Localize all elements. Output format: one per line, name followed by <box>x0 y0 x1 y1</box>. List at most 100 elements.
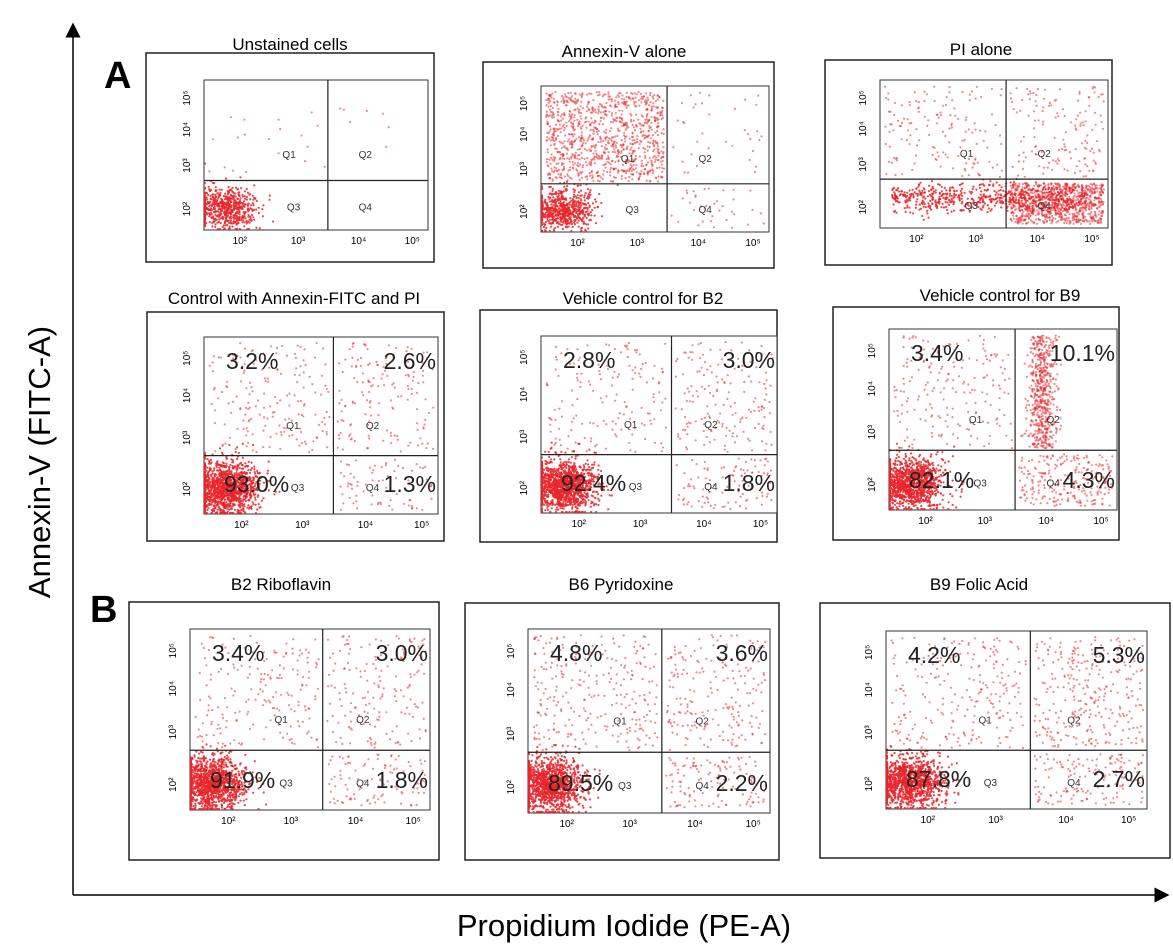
data-point <box>569 209 572 212</box>
data-point <box>1080 142 1084 145</box>
data-point <box>247 460 250 463</box>
data-point <box>578 178 581 181</box>
data-point <box>901 190 904 193</box>
data-point <box>966 197 969 200</box>
data-point <box>949 186 952 189</box>
data-point <box>917 185 920 188</box>
data-point <box>995 181 998 184</box>
panel-title: Control with Annexin-FITC and PI <box>168 289 420 308</box>
data-point <box>236 203 239 206</box>
data-point <box>1050 168 1054 171</box>
data-point <box>918 139 921 142</box>
data-point <box>624 135 627 138</box>
data-point <box>652 105 655 108</box>
data-point <box>1093 214 1096 217</box>
y-tick-label: 10³ <box>519 161 530 176</box>
data-point <box>1075 221 1078 224</box>
data-point <box>540 229 544 233</box>
data-point <box>560 94 564 98</box>
data-point <box>223 210 227 213</box>
data-point <box>1071 205 1074 208</box>
data-point <box>994 193 997 196</box>
data-point <box>700 102 704 105</box>
data-point <box>651 168 654 171</box>
data-point <box>557 221 560 224</box>
data-point <box>217 195 220 198</box>
data-point <box>616 127 620 130</box>
data-point <box>596 133 599 136</box>
data-point <box>989 180 992 183</box>
data-point <box>762 222 765 225</box>
data-point <box>612 136 615 139</box>
data-point <box>310 111 313 114</box>
data-point <box>548 200 552 203</box>
data-point <box>559 223 562 226</box>
data-point <box>1056 193 1060 196</box>
data-point <box>888 145 891 148</box>
data-point <box>578 147 582 150</box>
data-point <box>593 206 596 209</box>
data-point <box>583 199 586 202</box>
data-point <box>237 503 240 506</box>
data-point <box>576 107 579 110</box>
data-point <box>1020 191 1023 194</box>
data-point <box>235 215 238 218</box>
data-point <box>249 198 252 201</box>
data-point <box>1040 197 1044 200</box>
data-point <box>236 446 239 449</box>
data-point <box>205 196 208 199</box>
x-tick-label: 10³ <box>969 234 984 245</box>
data-point <box>640 95 644 98</box>
data-point <box>987 207 990 210</box>
data-point <box>580 151 583 155</box>
data-point <box>540 217 544 221</box>
data-point <box>944 201 947 204</box>
data-point <box>1067 211 1070 214</box>
data-point <box>207 507 210 510</box>
data-point <box>933 146 936 149</box>
data-point <box>968 93 972 96</box>
data-point <box>974 158 977 161</box>
data-point <box>561 153 564 156</box>
data-point <box>917 110 920 113</box>
data-point <box>1054 160 1057 163</box>
data-point <box>588 191 591 194</box>
data-point <box>898 190 901 193</box>
data-point <box>990 201 993 204</box>
data-point <box>978 186 981 189</box>
data-point <box>205 203 208 206</box>
data-point <box>546 217 549 220</box>
data-point <box>602 111 605 114</box>
data-point <box>654 139 657 143</box>
data-point <box>573 207 576 210</box>
data-point <box>756 130 759 133</box>
data-point <box>954 114 957 117</box>
data-point <box>1051 196 1054 199</box>
data-point <box>896 187 900 190</box>
data-point <box>1073 199 1076 202</box>
data-point <box>551 158 554 161</box>
data-point <box>562 96 565 99</box>
data-point <box>605 128 608 131</box>
data-point <box>593 122 596 125</box>
data-point <box>566 209 569 212</box>
data-point <box>908 206 911 209</box>
data-point <box>978 201 981 204</box>
data-point <box>903 207 906 210</box>
data-point <box>634 105 637 108</box>
data-point <box>594 120 597 123</box>
data-point <box>1036 87 1039 91</box>
data-point <box>555 147 558 150</box>
data-point <box>644 134 647 137</box>
data-point <box>1010 207 1014 210</box>
data-point <box>587 202 590 205</box>
data-point <box>573 133 576 136</box>
data-point <box>644 136 647 139</box>
data-point <box>586 139 589 142</box>
data-point <box>622 122 625 125</box>
figure-x-axis-label: Propidium Iodide (PE-A) <box>457 908 791 943</box>
data-point <box>594 222 598 225</box>
data-point <box>205 222 208 225</box>
data-point <box>1037 119 1040 122</box>
data-point <box>992 183 995 186</box>
